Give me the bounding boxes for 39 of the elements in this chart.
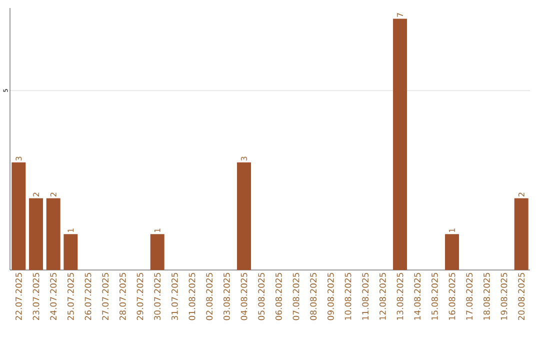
x-tick-label: 12.08.2025 xyxy=(379,272,386,320)
x-tick-label: 20.08.2025 xyxy=(518,272,525,320)
x-tick-label: 25.07.2025 xyxy=(67,272,74,320)
x-tick-label: 06.08.2025 xyxy=(275,272,282,320)
bar xyxy=(12,162,26,270)
x-tick-label: 16.08.2025 xyxy=(448,272,456,320)
x-tick-label: 05.08.2025 xyxy=(258,272,265,320)
x-tick-label: 31.07.2025 xyxy=(171,272,178,320)
x-tick-label: 23.07.2025 xyxy=(32,272,40,320)
x-tick-label: 22.07.2025 xyxy=(15,272,22,320)
bar xyxy=(393,18,408,270)
bar xyxy=(514,198,528,270)
bar xyxy=(237,162,252,270)
x-tick-label: 10.08.2025 xyxy=(344,272,352,320)
x-tick-label: 11.08.2025 xyxy=(362,272,369,320)
x-tick-label: 04.08.2025 xyxy=(240,272,248,320)
x-tick-label: 18.08.2025 xyxy=(483,272,490,320)
x-tick-label: 03.08.2025 xyxy=(223,272,230,320)
x-tick-label: 30.07.2025 xyxy=(154,272,161,320)
x-tick-label: 27.07.2025 xyxy=(102,272,109,320)
x-tick-label: 29.07.2025 xyxy=(136,272,144,320)
bar xyxy=(46,198,60,270)
x-tick-label: 01.08.2025 xyxy=(188,272,196,320)
x-tick-label: 07.08.2025 xyxy=(292,272,300,320)
x-tick-label: 17.08.2025 xyxy=(466,272,473,320)
x-tick-label: 09.08.2025 xyxy=(327,272,334,320)
x-tick-label: 24.07.2025 xyxy=(50,272,57,320)
bar xyxy=(64,234,78,270)
x-tick-label: 15.08.2025 xyxy=(431,272,438,320)
bar xyxy=(29,198,44,270)
x-tick-label: 08.08.2025 xyxy=(310,272,317,320)
x-tick-label: 28.07.2025 xyxy=(119,272,126,320)
x-tick-label: 26.07.2025 xyxy=(84,272,92,320)
x-tick-label: 14.08.2025 xyxy=(414,272,421,320)
x-tick-label: 13.08.2025 xyxy=(396,272,404,320)
x-tick-label: 19.08.2025 xyxy=(500,272,508,320)
bar xyxy=(150,234,164,270)
bar xyxy=(445,234,460,270)
x-tick-label: 02.08.2025 xyxy=(206,272,213,320)
